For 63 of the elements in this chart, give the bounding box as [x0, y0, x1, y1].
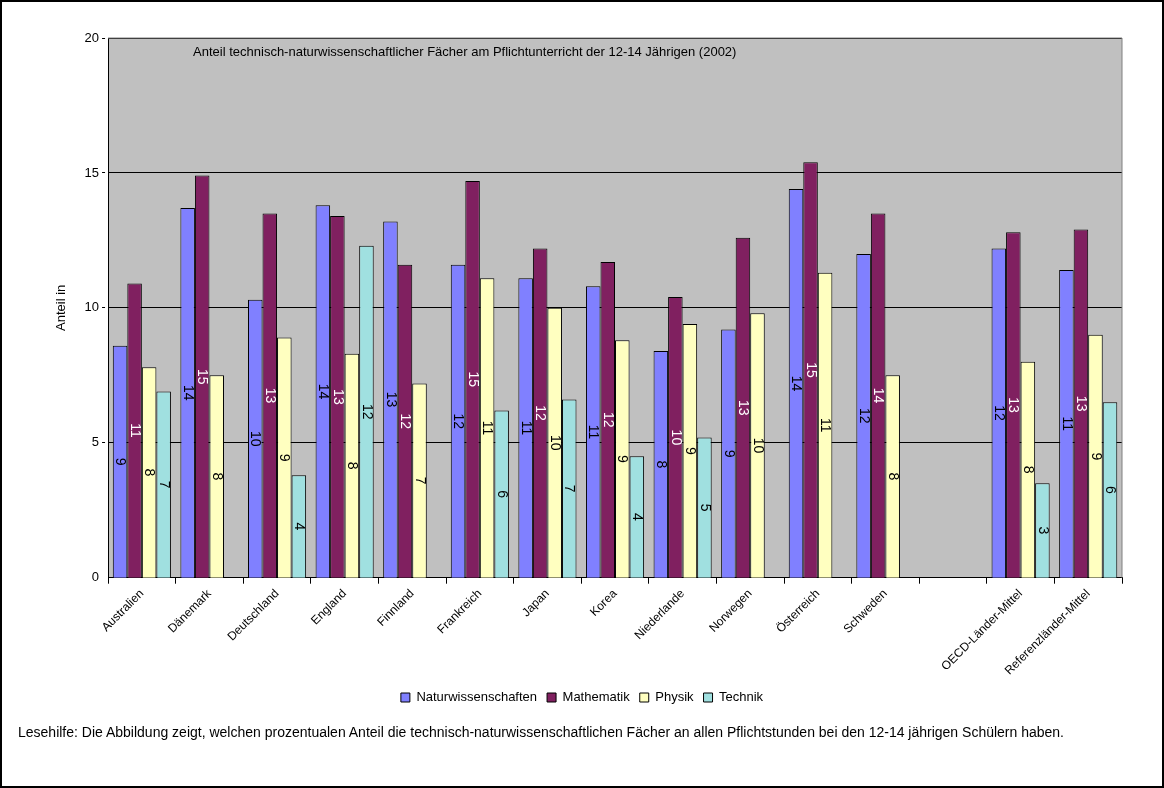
data-label: 14 — [315, 383, 332, 400]
legend-label: Mathematik — [562, 689, 631, 705]
data-label: 8 — [1021, 465, 1038, 474]
text: Lesehilfe: Die Abbildung zeigt, welchen prozentualen Anteil die technisch-naturwissenschaftlichen Fächer an allen Pflichtstunden bei den 12-14 jährigen Schülern haben. — [17, 723, 1065, 742]
y-axis-title: Anteil in — [53, 284, 69, 331]
data-label: 10 — [668, 429, 685, 446]
data-label: 12 — [600, 412, 617, 428]
data-label: 15 — [465, 371, 482, 388]
data-label: 14 — [789, 375, 806, 392]
y-tick-label: 0 — [91, 569, 100, 585]
data-label: 12 — [856, 408, 873, 424]
data-label: 9 — [1088, 452, 1105, 461]
data-label: 9 — [721, 449, 738, 458]
y-tick-label: 10 — [84, 299, 100, 315]
data-label: 8 — [345, 461, 362, 470]
data-label: 4 — [629, 513, 646, 522]
data-label: 13 — [736, 399, 753, 416]
data-label: 5 — [697, 503, 714, 512]
data-label: 14 — [180, 385, 197, 401]
data-label: 6 — [494, 490, 511, 499]
data-label: 12 — [359, 403, 376, 420]
data-label: 6 — [1103, 486, 1120, 495]
data-label: 13 — [383, 391, 400, 408]
data-label: 12 — [451, 413, 468, 430]
legend-label: Technik — [719, 689, 764, 705]
data-label: 8 — [209, 472, 226, 481]
data-label: 13 — [1006, 397, 1023, 413]
data-label: 8 — [653, 460, 670, 469]
data-label: 9 — [615, 455, 632, 464]
data-label: 13 — [330, 389, 347, 405]
data-label: 12 — [533, 405, 550, 422]
data-label: 11 — [818, 417, 835, 433]
legend-label: Naturwissenschaften — [416, 689, 538, 705]
data-label: 13 — [1074, 395, 1091, 412]
text: Anteil technisch-naturwissenschaftlicher Fächer am Pflichtunterricht der 12-14 Jährigen (2002) — [193, 43, 737, 59]
data-label: 15 — [803, 362, 820, 378]
data-label: 3 — [1035, 526, 1052, 535]
data-label: 14 — [871, 387, 888, 404]
data-label: 11 — [480, 420, 497, 436]
data-label: 10 — [547, 434, 564, 451]
data-label: 4 — [291, 522, 308, 531]
data-label: 9 — [277, 453, 294, 462]
data-label: 10 — [750, 437, 767, 454]
y-tick-label: 5 — [91, 434, 100, 450]
data-label: 7 — [156, 480, 173, 489]
data-label: 11 — [1059, 416, 1076, 432]
data-label: 11 — [586, 424, 603, 440]
data-label: 15 — [195, 368, 212, 385]
data-label: 11 — [127, 423, 144, 439]
data-label: 7 — [562, 484, 579, 493]
data-label: 8 — [142, 468, 159, 477]
data-label: 7 — [412, 476, 429, 485]
data-label: 8 — [885, 472, 902, 481]
data-label: 9 — [683, 446, 700, 455]
data-label: 11 — [518, 420, 535, 436]
data-label: 12 — [398, 413, 415, 430]
y-tick-label: 20 — [84, 29, 100, 45]
data-label: 10 — [248, 430, 265, 447]
y-tick-label: 15 — [84, 164, 100, 180]
legend-label: Physik — [655, 689, 695, 705]
data-label: 13 — [262, 387, 279, 404]
data-label: 12 — [991, 405, 1008, 422]
data-label: 9 — [113, 457, 130, 466]
